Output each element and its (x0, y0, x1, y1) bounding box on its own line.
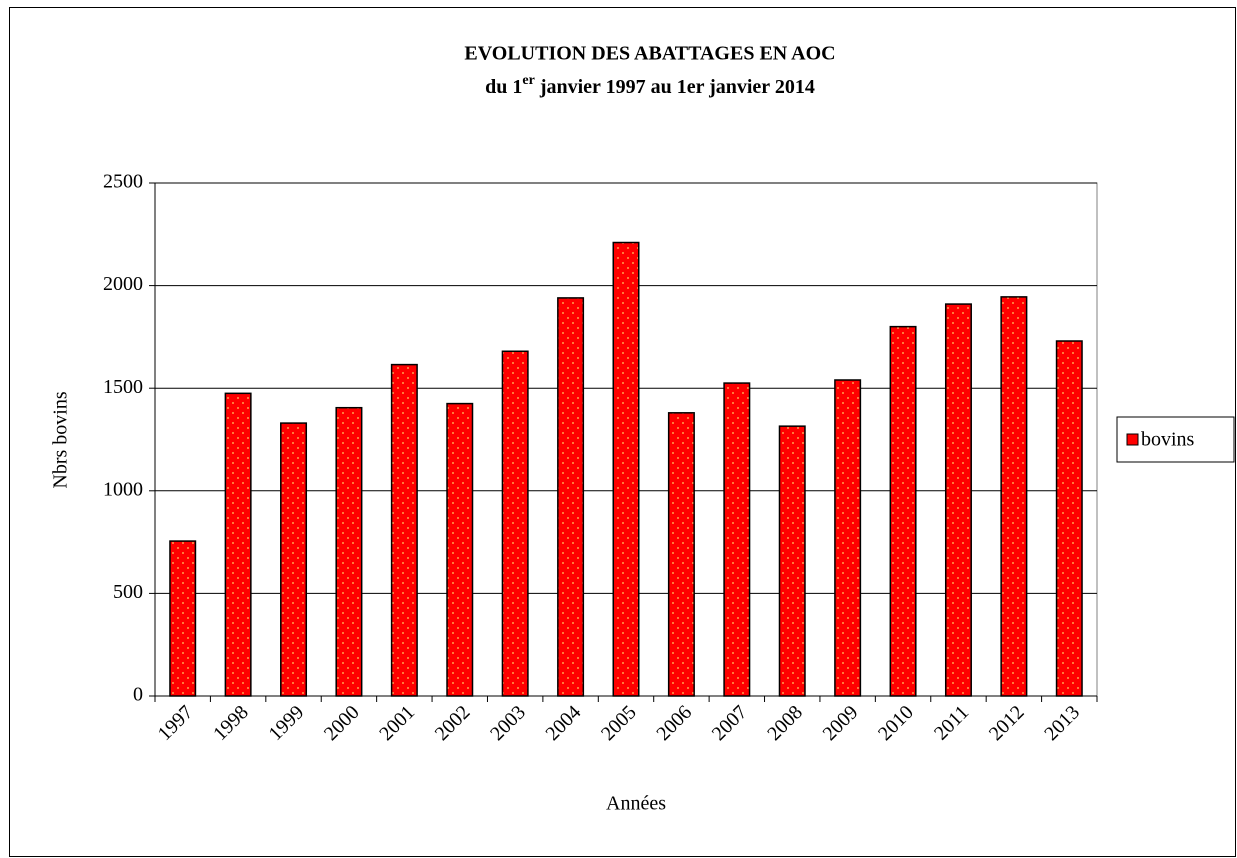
bar (390, 363, 418, 697)
bar (169, 540, 197, 697)
x-tick-label: 2000 (320, 701, 364, 745)
bar (1055, 340, 1083, 697)
bar (612, 241, 640, 697)
y-tick-label: 0 (133, 684, 143, 706)
y-tick-label: 1000 (103, 478, 143, 500)
x-tick-label: 1999 (264, 701, 308, 745)
x-tick-label: 2013 (1040, 701, 1084, 745)
bar (557, 297, 585, 697)
bar (501, 350, 529, 697)
subtitle-sup: er (522, 73, 534, 88)
x-tick-label: 2006 (652, 701, 696, 745)
y-tick-label: 2500 (103, 171, 143, 193)
x-tick-label: 2008 (763, 701, 807, 745)
bar (280, 422, 308, 697)
legend-swatch (1126, 433, 1139, 446)
bar (944, 303, 972, 697)
x-tick-label: 2001 (375, 701, 419, 745)
y-tick-label: 2000 (103, 273, 143, 295)
bar (834, 379, 862, 697)
bar (1000, 296, 1028, 697)
x-tick-label: 2012 (985, 701, 1029, 745)
x-tick-label: 2010 (874, 701, 918, 745)
legend-box (1116, 416, 1235, 463)
bar (667, 412, 695, 697)
x-tick-label: 2002 (431, 701, 475, 745)
legend-label: bovins (1141, 429, 1195, 451)
bar (889, 325, 917, 697)
y-tick-label: 500 (113, 581, 143, 603)
bar (723, 382, 751, 697)
y-axis-label: Nbrs bovins (50, 391, 72, 488)
y-tick-label: 1500 (103, 376, 143, 398)
subtitle-part: du 1 (485, 76, 522, 98)
x-tick-label: 1997 (154, 701, 198, 745)
x-tick-label: 2004 (542, 701, 586, 745)
x-axis-label: Années (606, 793, 666, 815)
x-tick-label: 2003 (486, 701, 530, 745)
bar (224, 392, 252, 697)
x-tick-label: 2005 (597, 701, 641, 745)
bar (446, 402, 474, 697)
chart-border (9, 7, 1236, 857)
bar (335, 406, 363, 697)
chart-title: EVOLUTION DES ABATTAGES EN AOC (464, 43, 835, 65)
x-tick-label: 2011 (930, 701, 973, 744)
bar (778, 425, 806, 697)
x-tick-label: 2007 (708, 701, 752, 745)
x-tick-label: 1998 (209, 701, 253, 745)
subtitle-part: janvier 1997 au 1er janvier 2014 (535, 76, 815, 98)
chart-subtitle: du 1er janvier 1997 au 1er janvier 2014 (485, 73, 815, 97)
x-tick-label: 2009 (819, 701, 863, 745)
